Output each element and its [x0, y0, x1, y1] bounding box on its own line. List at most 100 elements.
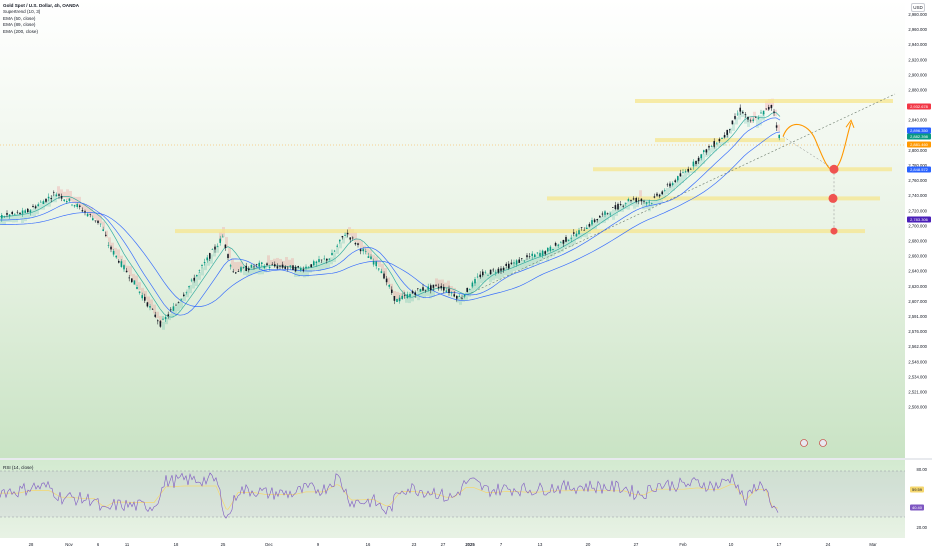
candle-body — [401, 295, 403, 299]
event-flag-icon — [819, 439, 827, 447]
candle-body — [432, 284, 435, 288]
supertrend-band — [504, 267, 507, 276]
candle-body — [544, 251, 546, 254]
supertrend-band — [768, 99, 771, 109]
price-tag — [907, 216, 931, 223]
supertrend-band — [372, 254, 375, 261]
candle-body — [669, 183, 671, 187]
supertrend-band — [537, 254, 540, 264]
candle-body — [557, 244, 559, 246]
instrument-title[interactable]: Gold Spot / U.S. Dollar, 4h, OANDA — [3, 3, 80, 8]
candle-body — [11, 211, 13, 214]
supertrend-band — [501, 268, 504, 278]
resistance-zone — [593, 167, 892, 172]
candle-body — [164, 316, 167, 320]
supertrend-band — [111, 242, 114, 251]
candle-body — [346, 232, 349, 235]
candle-body — [736, 113, 739, 115]
candle-body — [417, 288, 419, 290]
candle-body — [508, 263, 510, 269]
candle-body — [580, 227, 583, 228]
candle-body — [469, 289, 471, 291]
candle-body — [141, 295, 143, 299]
supertrend-band — [60, 189, 63, 197]
supertrend-band — [426, 288, 429, 296]
candle-body — [42, 201, 45, 205]
supertrend-band — [198, 271, 201, 280]
legend-ema-50[interactable]: EMA (50, close) — [3, 15, 36, 21]
supertrend-band — [81, 202, 84, 210]
candle-body — [307, 267, 310, 269]
candle-body — [528, 256, 531, 257]
time-tick-label: 27 — [441, 542, 446, 547]
candle-body — [37, 204, 39, 206]
candle-body — [588, 224, 591, 227]
time-tick-label: 16 — [366, 542, 371, 547]
candle-body — [565, 236, 567, 242]
price-tag — [907, 103, 931, 110]
candle-body — [645, 202, 648, 204]
candle-body — [690, 168, 692, 170]
candle-body — [289, 265, 292, 267]
supertrend-band — [495, 270, 498, 279]
candle-body — [703, 150, 705, 153]
candle-body — [63, 199, 65, 201]
indicator-legend: Gold Spot / U.S. Dollar, 4h, OANDA Super… — [3, 3, 79, 35]
candle-body — [643, 200, 645, 202]
candle-body — [461, 298, 463, 299]
candle-body — [180, 299, 182, 301]
supertrend-band — [264, 265, 267, 273]
supertrend-band — [678, 177, 681, 186]
supertrend-band — [594, 220, 597, 230]
time-tick-label: 18 — [174, 542, 179, 547]
candle-body — [102, 229, 104, 231]
candle-body — [341, 235, 344, 238]
price-tick-label: 2,640.000 — [908, 269, 927, 274]
rsi-tag — [910, 486, 924, 493]
candle-body — [370, 256, 372, 260]
candle-body — [242, 267, 245, 269]
supertrend-band — [390, 283, 393, 291]
supertrend-band — [471, 285, 474, 293]
candle-body — [359, 249, 362, 252]
candle-body — [53, 192, 55, 194]
candle-body — [68, 198, 71, 201]
candle-body — [677, 176, 679, 181]
supertrend-band — [45, 199, 48, 207]
candle-body — [695, 161, 697, 165]
candle-body — [560, 241, 562, 243]
supertrend-band — [75, 196, 78, 205]
candle-body — [281, 264, 284, 268]
supertrend-band — [6, 215, 9, 222]
candle-body — [383, 273, 385, 279]
supertrend-band — [54, 193, 57, 203]
legend-ema-200[interactable]: EMA (200, close) — [3, 28, 38, 34]
candle-body — [292, 265, 294, 271]
price-tick-label: 2,800.000 — [908, 148, 927, 153]
event-flag-icon — [800, 439, 808, 447]
candle-body — [188, 286, 190, 288]
supertrend-band — [408, 295, 411, 304]
supertrend-band — [765, 100, 768, 111]
candle-body — [521, 258, 523, 259]
candle-body — [484, 271, 487, 273]
supertrend-band — [777, 124, 780, 132]
candle-body — [115, 255, 117, 258]
supertrend-band — [696, 160, 699, 169]
supertrend-band — [300, 268, 303, 276]
price-tick-label: 2,880.000 — [908, 88, 927, 93]
supertrend-band — [84, 203, 87, 212]
currency-button[interactable]: USD — [911, 3, 925, 12]
legend-supertrend[interactable]: Supertrend (10, 3) — [3, 9, 41, 15]
candle-body — [196, 274, 198, 277]
candle-body — [458, 296, 461, 297]
supertrend-band — [627, 200, 630, 210]
candle-body — [492, 269, 494, 271]
candle-body — [466, 287, 468, 292]
candle-body — [489, 269, 492, 275]
rsi-legend[interactable]: RSI (14, close) — [3, 465, 34, 470]
candle-body — [331, 252, 333, 256]
legend-ema-89[interactable]: EMA (89, close) — [3, 22, 36, 28]
